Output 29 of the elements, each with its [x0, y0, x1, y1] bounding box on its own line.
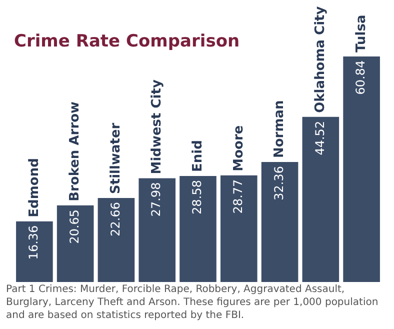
bar [98, 198, 135, 282]
bar [138, 178, 176, 282]
x-tick-label: Oklahoma City [313, 6, 328, 113]
x-tick-label: Enid [190, 140, 206, 172]
bar [56, 205, 94, 282]
data-label: 44.52 [312, 120, 327, 156]
x-tick-label: Moore [231, 125, 246, 172]
data-label: 20.65 [67, 209, 82, 244]
text: Part 1 Crimes: Murder, Forcible Rape, Robbery, Aggravated Assault, Burglary, Larceny Theft and Arson. These figures are per 1,000 population and are based on statistics reported by the FBI. [6, 283, 380, 322]
data-label: 16.36 [26, 225, 41, 260]
data-label: 22.66 [108, 202, 122, 236]
x-tick-label: Tulsa [354, 14, 369, 52]
data-label: 28.77 [231, 179, 246, 214]
data-label: 60.84 [354, 60, 368, 95]
bar [302, 116, 340, 282]
bar [220, 175, 258, 282]
x-tick-label: Norman [272, 100, 288, 158]
bar [16, 221, 53, 282]
bar [343, 56, 380, 282]
chart-title: Crime Rate Comparison [14, 32, 240, 52]
data-label: 32.36 [272, 166, 286, 200]
data-label: 27.98 [149, 182, 164, 217]
data-label: 28.58 [190, 180, 204, 214]
x-tick-label: Midwest City [149, 79, 164, 174]
x-tick-label: Broken Arrow [68, 101, 83, 202]
bar [180, 176, 216, 282]
bar [261, 162, 298, 282]
x-tick-label: Stillwater [108, 122, 124, 194]
x-tick-label: Edmond [26, 158, 42, 218]
